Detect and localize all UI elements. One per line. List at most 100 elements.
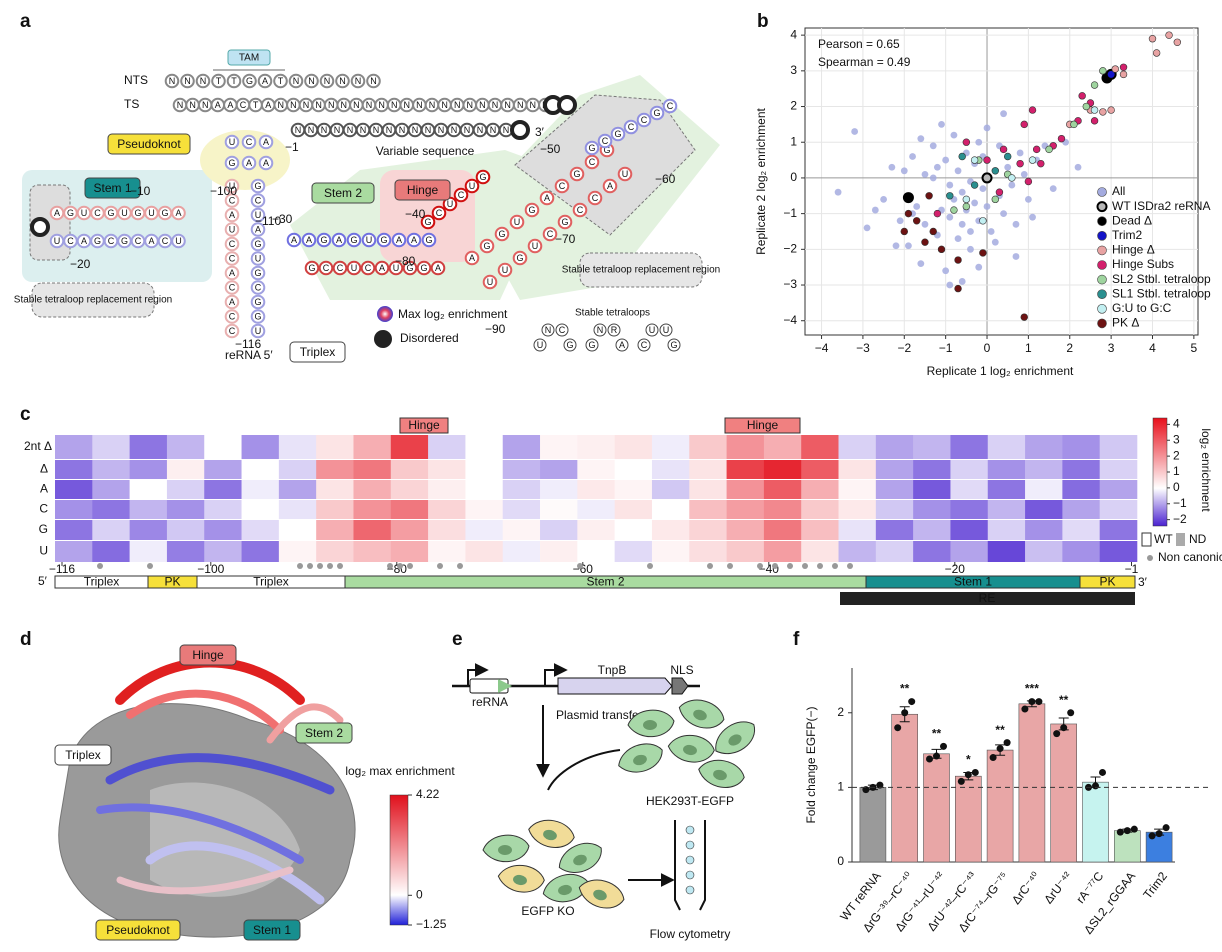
replicate-point: [1060, 724, 1068, 732]
heatmap-cell: [1062, 520, 1100, 540]
nts-label: NTS: [124, 73, 148, 87]
nucleotide: [453, 187, 469, 203]
nucleotide-label: N: [328, 100, 335, 110]
data-point: [896, 217, 904, 225]
nucleotide: [224, 309, 240, 324]
heatmap-cell: [428, 541, 466, 562]
nucleotide: [301, 232, 317, 248]
heatmap-cell: [913, 541, 951, 562]
heatmap-cell: [465, 460, 504, 479]
x-tick-label: Trim2: [1140, 869, 1170, 902]
heatmap-cell: [1062, 500, 1100, 519]
y-tick-label: 1: [837, 780, 844, 794]
hinge-tag-label: Hinge: [747, 418, 779, 432]
data-point: [962, 195, 971, 204]
legend-marker: [1097, 216, 1107, 226]
heatmap-cell: [166, 480, 205, 499]
nucleotide: [241, 155, 257, 171]
heatmap-cell: [92, 460, 130, 479]
nucleotide-label: N: [184, 76, 191, 86]
heatmap-cell: [651, 460, 690, 479]
nucleotide: [475, 169, 491, 185]
panel-label: b: [757, 11, 769, 32]
nucleotide-label: N: [517, 100, 524, 110]
tetraloop-box: [514, 94, 696, 236]
structure-tag: [95, 919, 181, 941]
legend-marker: [1097, 289, 1107, 300]
nucleotide-label: C: [246, 137, 253, 147]
y-tick-label: −1: [783, 206, 797, 220]
rna-ribbon: [266, 703, 344, 744]
data-point: [1090, 106, 1099, 114]
data-point: [900, 167, 908, 175]
nucleotide-label: C: [458, 190, 465, 200]
heatmap-cell: [465, 541, 504, 562]
nucleotide: [171, 233, 186, 249]
nucleotide-label: C: [602, 136, 609, 146]
nucleotide-label: C: [589, 157, 596, 167]
heatmap-cell: [651, 500, 690, 519]
data-point: [904, 209, 913, 218]
data-point: [933, 209, 942, 218]
nucleotide-label: G: [350, 235, 357, 245]
heatmap-cell: [92, 520, 130, 540]
heatmap-cell: [390, 435, 429, 459]
noncanonical-dot: [317, 563, 323, 569]
nucleotide: [224, 280, 240, 295]
heatmap-cell: [92, 500, 130, 519]
cell-label: EGFP KO: [521, 904, 574, 918]
heatmap-cell: [801, 480, 839, 499]
replicate-point: [901, 709, 909, 717]
nucleotide: [509, 214, 525, 230]
x-tick-label: −3: [856, 341, 870, 355]
nucleotide: [584, 154, 600, 170]
heatmap-cell: [428, 460, 466, 479]
nucleotide-label: U: [532, 241, 539, 251]
position-label: −10: [130, 184, 151, 198]
heatmap-cell: [502, 480, 541, 499]
noncanonical-dot: [787, 563, 793, 569]
nucleotide-label: N: [404, 100, 411, 110]
nucleotide-label: G: [254, 268, 261, 278]
nucleotide: [318, 260, 334, 276]
gene-label: reRNA: [472, 695, 508, 709]
nucleotide-label: C: [547, 229, 554, 239]
heatmap-cell: [316, 480, 354, 499]
data-point: [1057, 134, 1066, 143]
nucleotide-label: A: [148, 236, 154, 246]
y-tick-label: 4: [790, 27, 797, 41]
replicate-point: [1092, 782, 1099, 790]
nucleotide-label: N: [490, 125, 497, 135]
heatmap-cell: [987, 460, 1026, 479]
structure-label: Stem 2: [305, 726, 343, 740]
tetraloop-nt: [659, 323, 673, 337]
noncanonical-dot: [387, 563, 393, 569]
heatmap-cell: [390, 520, 429, 540]
heatmap-cell: [577, 520, 615, 540]
tetraloop-nt: [667, 338, 681, 352]
nucleotide: [539, 190, 555, 206]
data-point: [1020, 313, 1028, 321]
nucleotide-label: C: [577, 205, 584, 215]
heatmap-cell: [465, 520, 504, 540]
data-point: [946, 213, 954, 221]
legend-marker: [1096, 201, 1108, 213]
data-point: [1004, 152, 1012, 161]
heatmap-cell: [204, 520, 242, 540]
data-point: [1028, 106, 1037, 114]
nucleotide-label: N: [202, 100, 209, 110]
nucleotide-label: C: [323, 263, 330, 273]
wt-swatch: [1141, 532, 1152, 547]
data-point: [958, 188, 966, 196]
nucleotide-label: A: [54, 208, 60, 218]
heatmap-cell: [390, 460, 429, 479]
x-tick-label: −4: [815, 341, 829, 355]
noncanonical-dot: [772, 563, 778, 569]
heatmap-cell: [875, 541, 914, 562]
nucleotide-label: G: [653, 108, 660, 118]
region-label: Triplex: [84, 575, 120, 589]
nucleotide-label: A: [396, 235, 402, 245]
nucleotide: [164, 73, 180, 89]
nucleotide: [482, 274, 498, 290]
legend-marker: [1097, 245, 1107, 256]
